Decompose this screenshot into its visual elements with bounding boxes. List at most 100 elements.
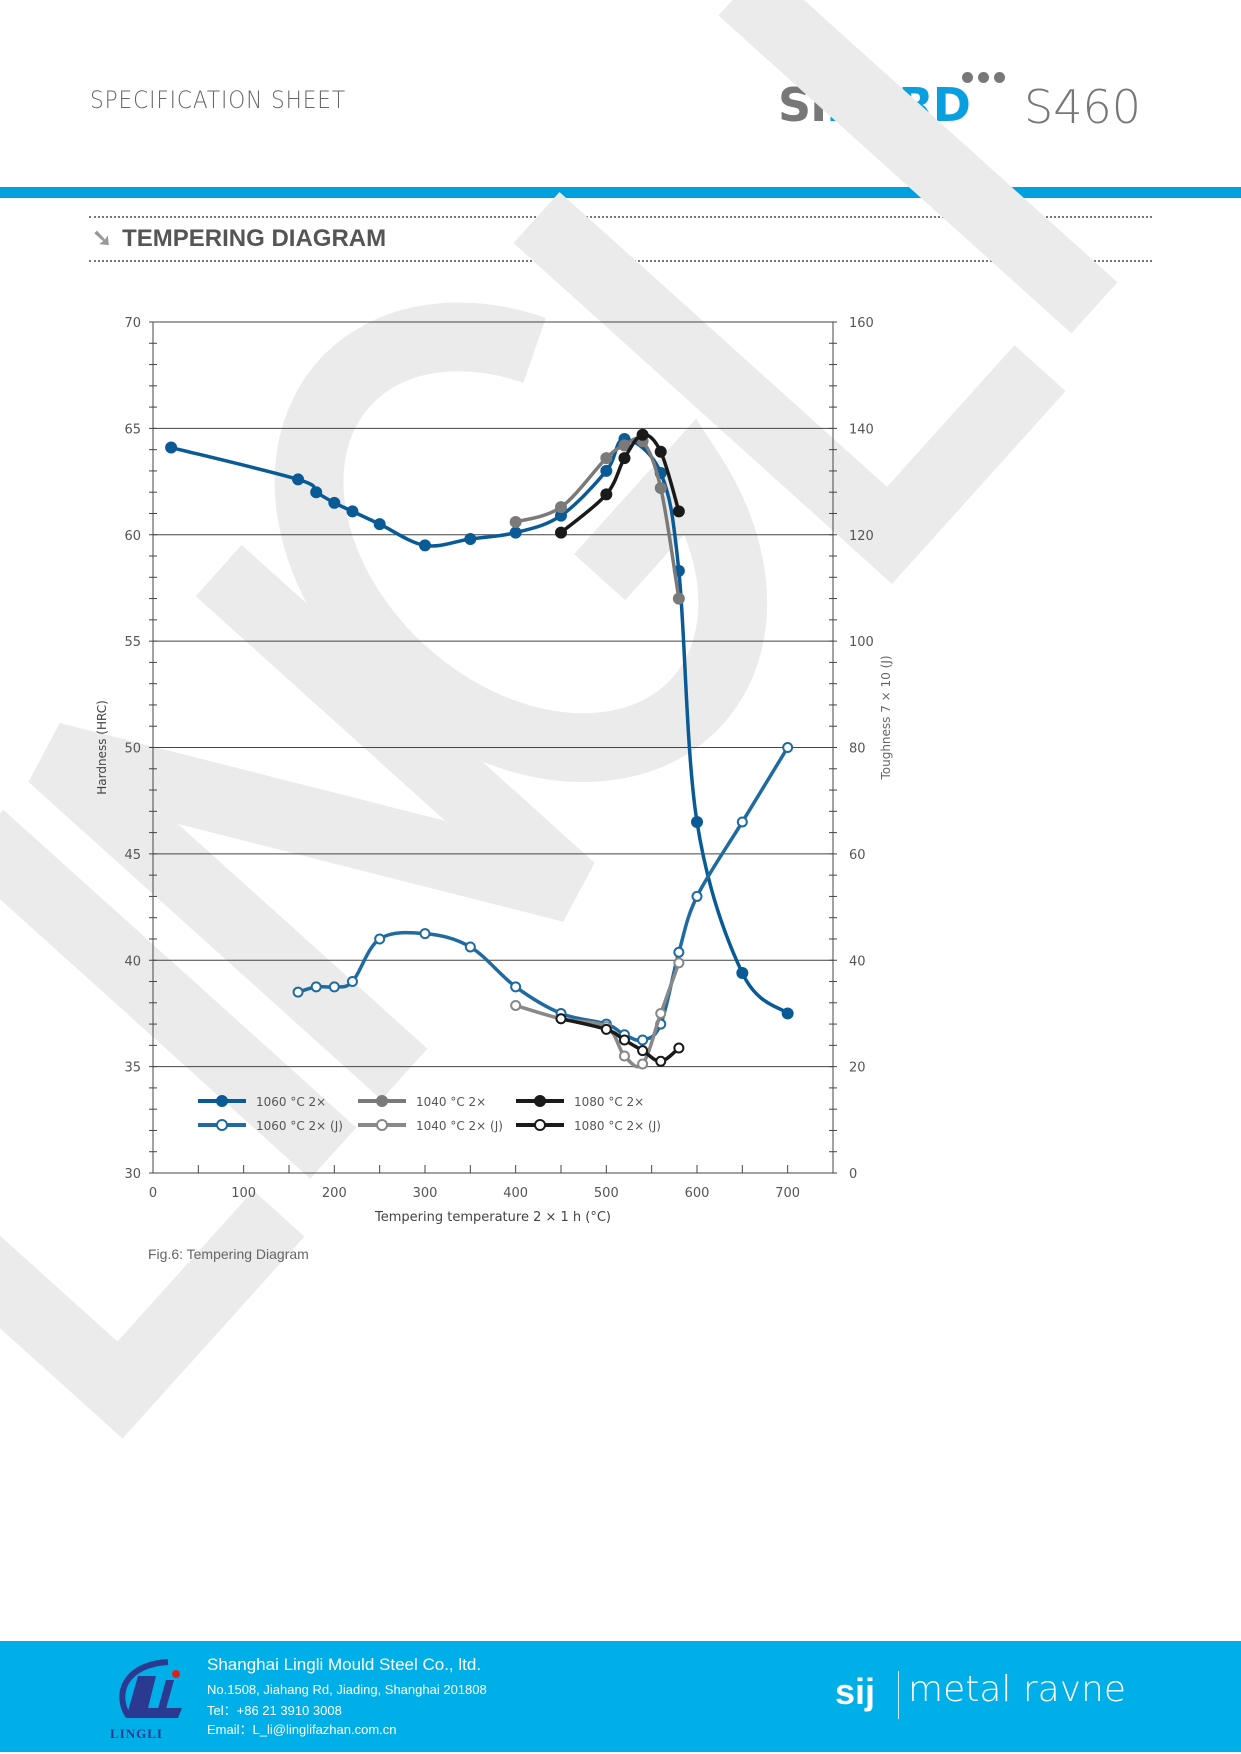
data-point (673, 957, 685, 969)
legend-marker (376, 1119, 388, 1131)
data-point (600, 464, 613, 477)
data-point (600, 1023, 612, 1035)
legend-marker (534, 1095, 546, 1107)
y2-tick-label: 20 (849, 1061, 866, 1076)
data-point (419, 539, 431, 552)
header-divider (0, 187, 1241, 198)
data-point (165, 441, 178, 454)
x-tick-label: 700 (775, 1186, 800, 1201)
lingli-logo-text: LINGLI (110, 1726, 163, 1741)
y-tick-label: 45 (124, 848, 141, 863)
y-tick-label: 30 (124, 1167, 141, 1182)
data-point (555, 526, 567, 539)
y2-tick-label: 0 (849, 1167, 857, 1182)
data-point (600, 452, 613, 465)
document-title: SPECIFICATION SHEET (90, 86, 346, 114)
data-point (292, 473, 305, 486)
section-heading: ➘ TEMPERING DIAGRAM (92, 225, 387, 252)
x-tick-label: 0 (149, 1186, 157, 1201)
y2-tick-label: 80 (849, 742, 866, 757)
watermark (0, 0, 1118, 1439)
y-tick-label: 65 (124, 422, 141, 437)
data-point (655, 1007, 667, 1019)
y2-tick-label: 40 (849, 954, 866, 969)
legend-marker (216, 1095, 228, 1107)
footer: LINGLI Shanghai Lingli Mould Steel Co., … (0, 1641, 1241, 1752)
data-point (509, 515, 522, 528)
data-point (672, 505, 685, 518)
data-point (464, 941, 476, 953)
y-tick-label: 55 (124, 635, 141, 650)
y-tick-label: 40 (124, 954, 141, 969)
legend-label: 1040 °C 2× (J) (416, 1119, 503, 1133)
company-name: Shanghai Lingli Mould Steel Co., ltd. (207, 1655, 482, 1674)
legend-label: 1080 °C 2× (574, 1095, 644, 1109)
lingli-logo-icon (119, 1659, 182, 1718)
data-point (618, 439, 631, 452)
data-point (555, 501, 567, 514)
data-point (672, 592, 685, 605)
data-point (310, 981, 322, 993)
logo-separator (898, 1671, 899, 1719)
data-point (654, 445, 667, 458)
y-axis-title: Hardness (HRC) (95, 700, 109, 795)
company-address: No.1508, Jiahang Rd, Jiading, Shanghai 2… (207, 1682, 487, 1697)
y2-axis-title: Toughness 7 × 10 (J) (879, 655, 893, 780)
y-tick-label: 70 (124, 316, 141, 331)
y2-tick-label: 100 (849, 635, 874, 650)
model-name: S460 (1024, 80, 1141, 134)
data-point (618, 1034, 630, 1046)
logo-dots-icon (962, 70, 1010, 88)
data-point (691, 890, 703, 902)
data-point (618, 1050, 630, 1062)
data-point (637, 1034, 649, 1046)
legend-marker (376, 1095, 388, 1107)
data-point (654, 481, 667, 494)
y2-tick-label: 60 (849, 848, 866, 863)
data-point (464, 533, 477, 546)
arrow-down-right-icon: ➘ (92, 225, 113, 252)
company-email[interactable]: Email：L_li@linglifazhan.com.cn (207, 1722, 397, 1737)
data-point (637, 1058, 649, 1070)
y2-tick-label: 160 (849, 316, 874, 331)
data-point (673, 946, 685, 958)
data-point (292, 986, 304, 998)
y2-tick-label: 120 (849, 529, 874, 544)
x-tick-label: 500 (594, 1186, 619, 1201)
data-point (600, 488, 613, 501)
legend-label: 1060 °C 2× (256, 1095, 326, 1109)
y2-tick-label: 140 (849, 422, 874, 437)
legend-label: 1040 °C 2× (416, 1095, 486, 1109)
series-line (515, 962, 681, 1069)
legend-marker (216, 1119, 228, 1131)
data-point (673, 1042, 685, 1054)
y-tick-label: 35 (124, 1061, 141, 1076)
y-tick-label: 60 (124, 529, 141, 544)
data-point (655, 1055, 667, 1067)
y-tick-label: 50 (124, 742, 141, 757)
data-point (736, 967, 749, 980)
data-point (618, 452, 631, 465)
legend-label: 1060 °C 2× (J) (256, 1119, 343, 1133)
data-point (346, 505, 359, 518)
data-point (373, 518, 386, 531)
data-point (510, 981, 522, 993)
data-point (346, 976, 358, 988)
x-axis-title: Tempering temperature 2 × 1 h (°C) (374, 1210, 611, 1225)
x-tick-label: 100 (231, 1186, 256, 1201)
data-point (555, 1013, 567, 1025)
data-point (637, 1045, 649, 1057)
x-tick-label: 600 (685, 1186, 710, 1201)
data-point (636, 428, 649, 441)
x-tick-label: 400 (503, 1186, 528, 1201)
data-point (781, 1007, 794, 1020)
series-line (170, 437, 789, 1015)
data-point (310, 486, 323, 499)
data-point (736, 816, 748, 828)
legend-marker (534, 1119, 546, 1131)
figure-caption: Fig.6: Tempering Diagram (148, 1246, 309, 1262)
metal-ravne-logo: metal ravne (908, 1669, 1126, 1710)
data-point (419, 928, 431, 940)
